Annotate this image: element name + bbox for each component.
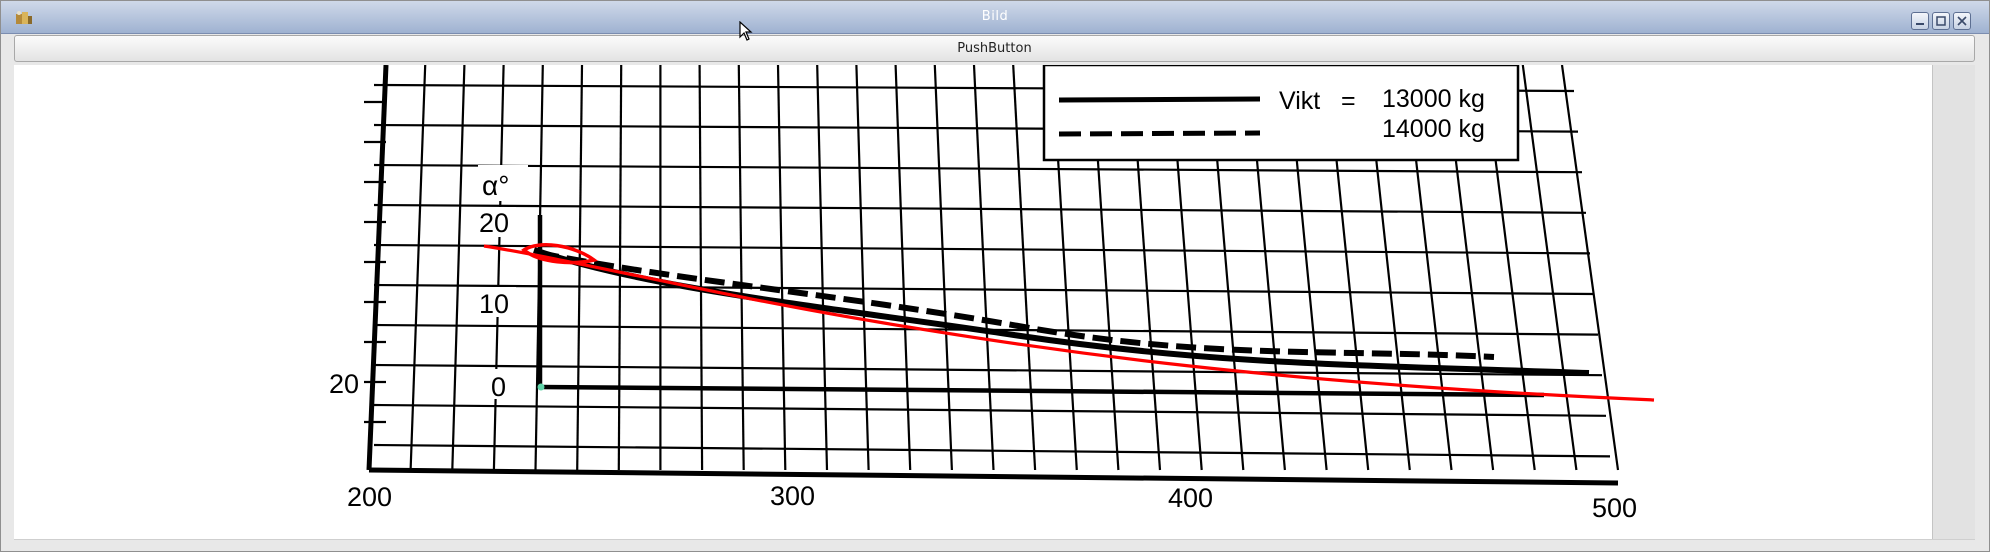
grid-horizontal-line xyxy=(373,243,1591,255)
close-icon xyxy=(1957,16,1967,26)
grid-vertical-line xyxy=(492,65,505,471)
legend-entry-14000: 14000 kg xyxy=(1382,115,1485,143)
alpha-label-bg xyxy=(478,165,528,201)
legend-entry-13000: 13000 kg xyxy=(1382,85,1485,113)
image-viewport[interactable]: Vikt = 13000 kg 14000 kg α° 20 10 0 20 2… xyxy=(14,65,1932,539)
scanned-chart-image: Vikt = 13000 kg 14000 kg α° 20 10 0 20 2… xyxy=(329,65,1655,523)
legend-label: Vikt xyxy=(1279,87,1320,115)
grid-vertical-line xyxy=(855,65,870,471)
grid-vertical-line xyxy=(1521,65,1578,471)
grid-vertical-line xyxy=(576,65,584,471)
grid-vertical-line xyxy=(617,65,623,471)
alpha-axis-label: α° xyxy=(482,170,509,201)
grid-horizontal-line xyxy=(373,203,1587,214)
toolbar: PushButton xyxy=(14,35,1975,62)
legend-dashed-line xyxy=(1058,130,1261,137)
minimize-button[interactable] xyxy=(1911,12,1929,30)
curve-14000kg-dashed xyxy=(538,250,1495,360)
grid-horizontal-line xyxy=(373,443,1611,458)
grid-horizontal-line xyxy=(373,163,1583,174)
grid-vertical-line xyxy=(409,65,427,471)
x-tick-300: 300 xyxy=(770,481,815,511)
grid-vertical-line xyxy=(894,65,912,471)
x-tick-500: 500 xyxy=(1592,493,1637,523)
x-tick-200: 200 xyxy=(347,482,392,512)
minimize-icon xyxy=(1916,23,1924,25)
red-annotation-curve xyxy=(483,244,1655,402)
grid-vertical-line xyxy=(737,65,745,471)
alpha-tick-20: 20 xyxy=(479,208,509,238)
mouse-cursor-icon xyxy=(739,21,753,41)
chart-bottom-border xyxy=(368,467,1619,486)
legend-box xyxy=(1042,65,1520,162)
chart-left-border xyxy=(366,65,389,471)
red-annotation-loop xyxy=(521,243,598,265)
alpha-tick-10: 10 xyxy=(479,289,509,319)
alpha-zero-line xyxy=(539,384,1545,398)
window-bottom-edge xyxy=(14,539,1975,545)
grid-vertical-line xyxy=(1560,65,1620,471)
grid-vertical-line xyxy=(933,65,953,471)
app-icon xyxy=(16,11,32,24)
window-title: Bild xyxy=(981,9,1009,24)
maximize-button[interactable] xyxy=(1932,12,1950,30)
alpha-tick-20-bg xyxy=(476,207,516,237)
grid-vertical-line xyxy=(698,65,704,471)
grid-vertical-line xyxy=(1012,65,1037,471)
maximize-icon xyxy=(1936,16,1946,26)
legend-solid-line xyxy=(1058,96,1261,103)
grid-vertical-line xyxy=(776,65,787,471)
push-button[interactable]: PushButton xyxy=(14,35,1975,62)
grid-vertical-line xyxy=(816,65,829,471)
grid-vertical-line xyxy=(451,65,466,471)
grid-horizontal-line xyxy=(373,403,1607,417)
origin-marker xyxy=(537,383,545,391)
vertical-scrollbar[interactable] xyxy=(1932,65,1975,539)
alpha-tick-0: 0 xyxy=(491,372,506,402)
left-margin-label: 20 xyxy=(329,369,359,399)
grid-horizontal-line xyxy=(373,363,1603,377)
grid-vertical-line xyxy=(972,65,995,471)
grid-horizontal-line xyxy=(373,283,1595,296)
close-button[interactable] xyxy=(1953,12,1971,30)
legend-equals: = xyxy=(1341,87,1356,115)
alpha-tick-10-bg xyxy=(476,287,516,317)
alpha-tick-0-bg xyxy=(486,369,516,399)
title-bar[interactable]: Bild xyxy=(1,1,1989,34)
x-tick-400: 400 xyxy=(1168,483,1213,513)
